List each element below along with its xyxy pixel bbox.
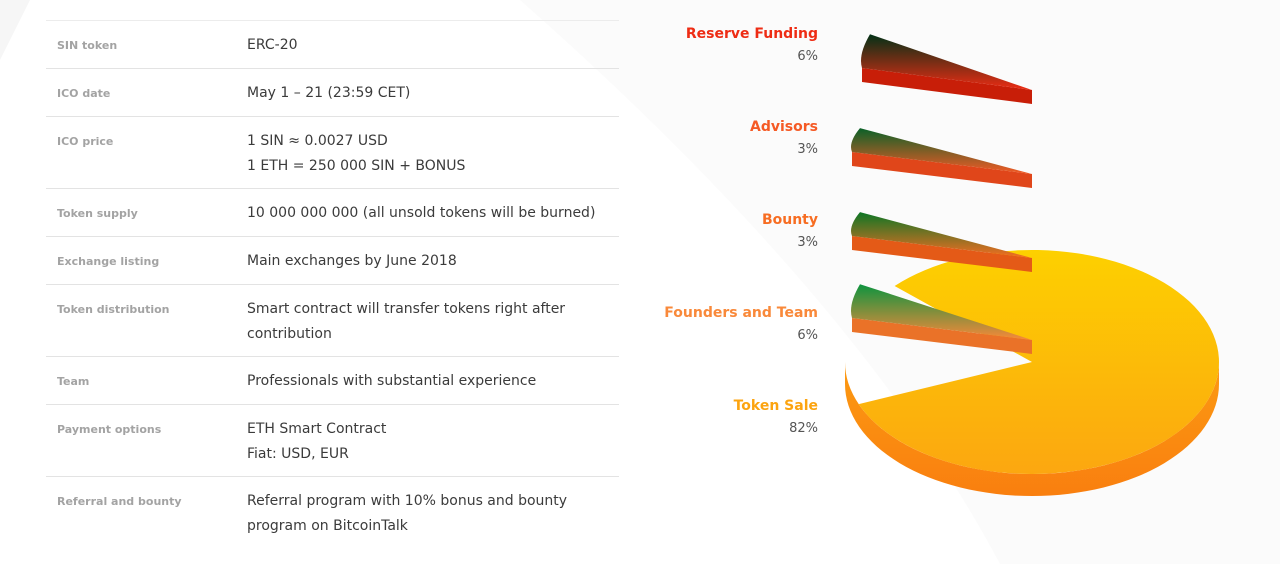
legend-percent: 6%: [797, 328, 818, 343]
row-value: Smart contract will transfer tokens righ…: [247, 285, 619, 347]
row-value: May 1 – 21 (23:59 CET): [247, 69, 619, 106]
row-label: ICO date: [57, 87, 111, 100]
row-value: ERC-20: [247, 21, 619, 58]
row-label: ICO price: [57, 135, 114, 148]
row-value: Professionals with substantial experienc…: [247, 357, 619, 394]
pie-slice-side: [845, 362, 1219, 496]
table-row: ICO price 1 SIN ≈ 0.0027 USD 1 ETH = 250…: [46, 117, 619, 189]
table-row: Payment options ETH Smart Contract Fiat:…: [46, 405, 619, 477]
row-value-line: contribution: [247, 326, 332, 342]
row-value-line: 1 SIN ≈ 0.0027 USD: [247, 133, 388, 149]
row-value-line: 10 000 000 000 (all unsold tokens will b…: [247, 205, 596, 221]
pie-slice: [861, 34, 1032, 90]
token-info-table: SIN token ERC-20 ICO date May 1 – 21 (23…: [46, 20, 619, 549]
table-row: Token supply 10 000 000 000 (all unsold …: [46, 189, 619, 237]
pie-chart: [845, 34, 1219, 496]
legend-name: Advisors: [750, 119, 818, 135]
row-value-line: May 1 – 21 (23:59 CET): [247, 85, 411, 101]
pie-slice: [858, 249, 1219, 474]
table-row: Team Professionals with substantial expe…: [46, 357, 619, 405]
legend-percent: 6%: [797, 49, 818, 64]
table-row: Referral and bounty Referral program wit…: [46, 477, 619, 549]
table-row: Token distribution Smart contract will t…: [46, 285, 619, 357]
row-value: ETH Smart Contract Fiat: USD, EUR: [247, 405, 619, 467]
legend-item-reserve-funding: Reserve Funding 6%: [686, 25, 818, 65]
row-value: Main exchanges by June 2018: [247, 237, 619, 274]
row-value-line: ERC-20: [247, 37, 298, 53]
legend-name: Token Sale: [733, 398, 818, 414]
table-row: SIN token ERC-20: [46, 21, 619, 69]
legend-percent: 3%: [797, 235, 818, 250]
legend-name: Reserve Funding: [685, 26, 818, 42]
row-label: Token distribution: [57, 303, 170, 316]
token-distribution-chart: Reserve Funding 6% Advisors 3% Bounty 3%…: [640, 0, 1280, 564]
row-label: Exchange listing: [57, 255, 160, 268]
row-label: Referral and bounty: [57, 495, 182, 508]
table-row: Exchange listing Main exchanges by June …: [46, 237, 619, 285]
row-label: SIN token: [57, 39, 118, 52]
legend-percent: 82%: [789, 421, 818, 436]
pie-slice-side: [852, 318, 1032, 354]
row-value-line: ETH Smart Contract: [247, 421, 387, 437]
row-value-line: Main exchanges by June 2018: [247, 253, 457, 269]
row-value-line: Smart contract will transfer tokens righ…: [247, 301, 566, 317]
legend-item-advisors: Advisors 3%: [750, 118, 818, 158]
pie-slice: [851, 284, 1032, 340]
legend-name: Bounty: [761, 212, 818, 228]
legend-item-bounty: Bounty 3%: [762, 211, 818, 251]
legend-name: Founders and Team: [664, 305, 818, 321]
legend-item-founders-and-team: Founders and Team 6%: [664, 304, 818, 344]
legend-percent: 3%: [797, 142, 818, 157]
row-label: Team: [57, 375, 90, 388]
row-value: Referral program with 10% bonus and boun…: [247, 477, 619, 539]
row-value: 10 000 000 000 (all unsold tokens will b…: [247, 189, 619, 226]
pie-slice-side: [852, 152, 1032, 188]
pie-slice: [851, 212, 1032, 258]
pie-slice-side: [852, 236, 1032, 272]
pie-slice: [851, 128, 1032, 174]
table-row: ICO date May 1 – 21 (23:59 CET): [46, 69, 619, 117]
legend-item-token-sale: Token Sale 82%: [734, 397, 818, 437]
row-value-line: Professionals with substantial experienc…: [247, 373, 537, 389]
row-label: Token supply: [57, 207, 138, 220]
row-value-line: program on BitcoinTalk: [247, 518, 408, 534]
row-value-line: Referral program with 10% bonus and boun…: [247, 493, 568, 509]
row-value-line: 1 ETH = 250 000 SIN + BONUS: [247, 158, 466, 174]
row-label: Payment options: [57, 423, 162, 436]
row-value-line: Fiat: USD, EUR: [247, 446, 349, 462]
pie-slice-side: [862, 68, 1032, 104]
row-value: 1 SIN ≈ 0.0027 USD 1 ETH = 250 000 SIN +…: [247, 117, 619, 179]
